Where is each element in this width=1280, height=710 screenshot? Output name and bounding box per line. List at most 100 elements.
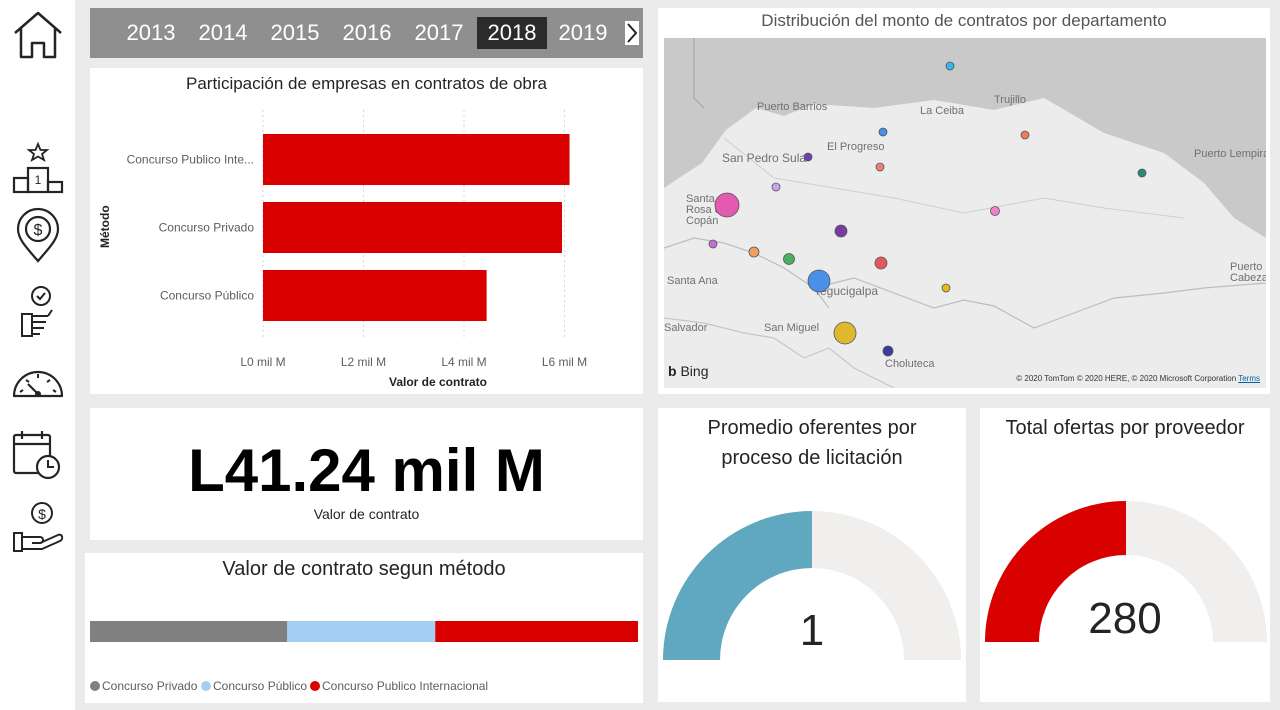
map-copyright-text: © 2020 TomTom © 2020 HERE, © 2020 Micros… [1016, 374, 1237, 383]
gauge1-value: 1 [799, 606, 825, 655]
bar-chart-title: Participación de empresas en contratos d… [186, 74, 547, 93]
stacked-bar-title: Valor de contrato segun método [222, 558, 506, 580]
bar[interactable] [263, 202, 562, 253]
map-label-puerto-barrios: Puerto Barrios [757, 101, 828, 113]
legend-label-publico: Concurso Público [213, 679, 308, 693]
gauge1-chart [663, 511, 961, 660]
bar-x-tick-label: L4 mil M [441, 355, 486, 369]
map-label-salvador: Salvador [664, 322, 708, 334]
ranking-icon[interactable]: 1 [8, 140, 68, 200]
map-bubble[interactable] [882, 345, 894, 357]
legend-dot-internacional [310, 681, 320, 691]
bar-category-label: Concurso Publico Inte... [127, 153, 254, 167]
map-bubble[interactable] [878, 127, 888, 137]
map-bubble[interactable] [714, 192, 740, 218]
bar-chart-panel: Participación de empresas en contratos d… [90, 68, 643, 394]
map-bubble[interactable] [1137, 168, 1147, 178]
year-2013[interactable]: 2013 [126, 20, 176, 45]
map-label-san-miguel: San Miguel [764, 322, 820, 334]
gauge2-title: Total ofertas por proveedor [1005, 417, 1245, 439]
map-label-el-progreso: El Progreso [827, 141, 885, 153]
bing-logo: b Bing [668, 363, 708, 379]
map-label-santa-rosa: Santa Rosa de Copán [686, 193, 727, 227]
gauge1-title-line1: Promedio oferentes por [707, 417, 917, 439]
kpi-card: L41.24 mil M Valor de contrato [90, 408, 643, 540]
map-bubble[interactable] [945, 61, 955, 71]
map-bubbles [708, 61, 1147, 357]
bar-x-tick-label: L6 mil M [542, 355, 587, 369]
svg-text:$: $ [38, 506, 46, 522]
year-2016[interactable]: 2016 [342, 20, 392, 45]
year-2019[interactable]: 2019 [558, 20, 608, 45]
map-copyright: © 2020 TomTom © 2020 HERE, © 2020 Micros… [1016, 374, 1260, 383]
map-label-tegucigalpa: Tegucigalpa [814, 284, 879, 298]
map-terms-link[interactable]: Terms [1238, 374, 1260, 383]
checklist-hand-icon[interactable] [8, 282, 68, 342]
legend-item-internacional[interactable]: Concurso Publico Internacional [310, 679, 488, 693]
map-bubble[interactable] [1020, 130, 1030, 140]
gauge1-title: Promedio oferentes por proceso de licita… [658, 413, 966, 473]
calendar-clock-icon[interactable] [8, 425, 68, 485]
map-bubble[interactable] [990, 206, 1000, 216]
gauge-fill[interactable] [985, 501, 1126, 642]
stacked-bar-segment[interactable] [435, 621, 638, 642]
map-bubble[interactable] [783, 253, 795, 265]
gauge-panel-ofertas: Total ofertas por proveedor 280 [980, 408, 1270, 702]
year-2014[interactable]: 2014 [198, 20, 248, 45]
map-bubble[interactable] [833, 321, 857, 345]
legend-dot-publico [201, 681, 211, 691]
map-label-choluteca: Choluteca [885, 358, 935, 370]
map-canvas[interactable]: Puerto Barrios La Ceiba Trujillo El Prog… [664, 38, 1266, 388]
gauge-panel-oferentes: Promedio oferentes por proceso de licita… [658, 408, 966, 702]
legend-item-publico[interactable]: Concurso Público [201, 679, 307, 693]
map-panel: Distribución del monto de contratos por … [658, 8, 1270, 394]
svg-text:$: $ [34, 222, 43, 239]
gauge-fill[interactable] [663, 511, 812, 660]
legend-label-internacional: Concurso Publico Internacional [322, 679, 489, 693]
map-bubble[interactable] [834, 224, 848, 238]
bing-label: Bing [680, 363, 709, 379]
map-label-puerto-cabezas: Puerto Cabezas [1230, 261, 1266, 284]
year-2018[interactable]: 2018 [477, 17, 547, 49]
stacked-bar-segment[interactable] [90, 621, 288, 642]
stacked-bar-panel: Valor de contrato segun método Concurso … [85, 553, 643, 703]
map-label-puerto-lempira: Puerto Lempira [1194, 148, 1266, 160]
bing-icon: b [668, 363, 677, 379]
bar-x-tick-label: L2 mil M [341, 355, 386, 369]
svg-text:1: 1 [35, 173, 42, 187]
home-icon[interactable] [8, 5, 68, 65]
bar-category-label: Concurso Público [160, 289, 254, 303]
kpi-value: L41.24 mil M [188, 437, 545, 504]
map-bubble[interactable] [941, 283, 951, 293]
year-2015[interactable]: 2015 [270, 20, 320, 45]
map-bubble[interactable] [771, 182, 781, 192]
sidebar-nav: 1 $ $ [0, 0, 75, 710]
map-bubble[interactable] [807, 269, 831, 293]
kpi-label: Valor de contrato [313, 506, 420, 522]
bar-category-label: Concurso Privado [159, 221, 255, 235]
gauge2-value: 280 [1088, 594, 1162, 643]
legend-label-privado: Concurso Privado [102, 679, 198, 693]
map-bubble[interactable] [875, 162, 885, 172]
bar-chart: L0 mil M L2 mil M L4 mil M L6 mil M Concurso… [127, 110, 587, 369]
map-bubble[interactable] [803, 152, 813, 162]
map-label-la-ceiba: La Ceiba [920, 105, 965, 117]
year-slicer: 2013 2014 2015 2016 2017 2018 2019 [90, 8, 643, 58]
year-2017[interactable]: 2017 [414, 20, 464, 45]
stacked-bar-chart [90, 621, 638, 642]
money-location-icon[interactable]: $ [8, 205, 68, 265]
stacked-bar-segment[interactable] [287, 621, 436, 642]
map-label-trujillo: Trujillo [994, 94, 1026, 106]
bar-chart-xlabel: Valor de contrato [388, 375, 488, 389]
bar[interactable] [263, 134, 570, 185]
money-hand-icon[interactable]: $ [8, 497, 68, 557]
gauge1-title-line2: proceso de licitación [721, 447, 903, 469]
speedometer-icon[interactable] [8, 352, 68, 412]
chevron-right-icon[interactable] [625, 21, 639, 45]
legend-dot-privado [90, 681, 100, 691]
map-bubble[interactable] [874, 256, 888, 270]
bar[interactable] [263, 270, 487, 321]
legend-item-privado[interactable]: Concurso Privado [90, 679, 197, 693]
map-bubble[interactable] [748, 246, 760, 258]
map-bubble[interactable] [708, 239, 718, 249]
